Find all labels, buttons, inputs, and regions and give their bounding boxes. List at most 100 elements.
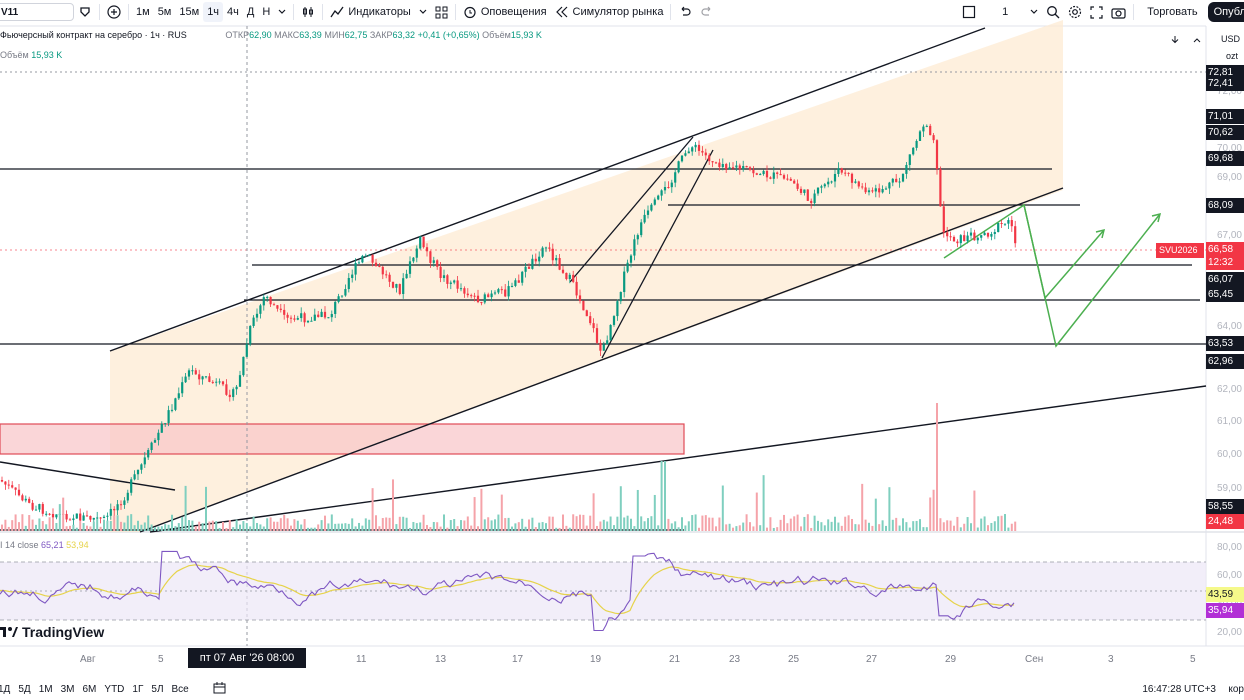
candle-body [1007, 220, 1010, 224]
indicators-button[interactable]: Индикаторы [326, 2, 431, 22]
candles-icon[interactable] [297, 2, 319, 22]
timeframe-4h[interactable]: 4ч [227, 6, 239, 18]
collapse-icon[interactable] [1192, 32, 1202, 50]
undo-icon[interactable] [674, 2, 696, 22]
candle-body [72, 518, 75, 521]
redo-icon[interactable] [696, 2, 718, 22]
candle-body [568, 274, 571, 280]
candle-body [4, 481, 7, 485]
candle-body [687, 151, 690, 154]
time-tick: 17 [512, 654, 524, 665]
volume-bar [269, 517, 272, 531]
layout-count[interactable]: 1 [1002, 6, 1009, 18]
fullscreen-icon[interactable] [1086, 2, 1107, 22]
chevron-down-icon[interactable] [1026, 2, 1042, 22]
volume-bar [626, 515, 629, 531]
price-label: 72,41 [1206, 76, 1244, 91]
channel-lower-trendline[interactable] [139, 187, 1064, 533]
calendar-range-icon[interactable] [209, 681, 230, 697]
timeframe-week[interactable]: Н [262, 6, 271, 18]
timeframe-1h[interactable]: 1ч [203, 2, 224, 22]
templates-grid-icon[interactable] [431, 2, 452, 22]
candle-body [436, 260, 439, 267]
volume-bar [762, 475, 765, 531]
symbol-price-tag: SVU2026 [1156, 243, 1204, 258]
range-button[interactable]: 1М [38, 683, 53, 695]
volume-bar [453, 519, 456, 531]
quick-search-icon[interactable] [1042, 2, 1064, 22]
timeframe-1m[interactable]: 1м [136, 6, 150, 18]
wedge-line-b[interactable] [601, 149, 714, 359]
candle-body [820, 186, 823, 188]
publish-button[interactable]: Опубл [1207, 2, 1244, 22]
time-tick: Авг [80, 654, 96, 665]
volume-bar [823, 525, 826, 531]
heart-shield-icon[interactable] [74, 2, 96, 22]
volume-bar [201, 523, 204, 531]
timeframe-day[interactable]: Д [246, 6, 255, 18]
price-label: 66,07 [1206, 272, 1244, 287]
volume-bar [660, 461, 663, 531]
volume-bar [613, 525, 615, 531]
volume-bar [854, 524, 857, 531]
channel-upper-trendline[interactable] [109, 27, 986, 352]
open-label: ОТКР [225, 30, 250, 40]
candle-body [184, 376, 187, 383]
candle-body [140, 464, 143, 470]
volume-bar [711, 517, 714, 531]
candle-body [357, 262, 361, 264]
rsi-line [0, 550, 1015, 632]
candle-body [582, 300, 585, 311]
alerts-button[interactable]: Оповещения [459, 2, 551, 22]
camera-icon[interactable] [1107, 2, 1130, 22]
symbol-title[interactable]: Фьючерсный контракт на серебро · 1ч · RU… [0, 30, 187, 40]
volume-bar [687, 521, 690, 531]
candle-body [643, 214, 646, 223]
volume-bar [273, 521, 275, 531]
candle-body [670, 182, 673, 188]
symbol-search[interactable]: V11 [0, 3, 74, 21]
range-button[interactable]: YTD [104, 683, 125, 695]
range-button[interactable]: 1Г [132, 683, 144, 695]
add-symbol-icon[interactable] [103, 2, 125, 22]
volume-bar [830, 521, 833, 531]
long-support-trendline[interactable] [149, 385, 1207, 533]
candle-body [976, 237, 979, 241]
projection-path-b[interactable] [1023, 204, 1161, 348]
currency-label[interactable]: USD [1220, 34, 1240, 44]
range-button[interactable]: 5Д [18, 683, 31, 695]
timeframe-15m[interactable]: 15м [179, 6, 200, 18]
candle-body [269, 296, 272, 305]
range-button[interactable]: Все [171, 683, 189, 695]
wedge-line-a[interactable] [569, 136, 694, 283]
volume-bar [279, 518, 282, 531]
timeframe-5m[interactable]: 5м [157, 6, 172, 18]
support-zone-box[interactable] [0, 423, 685, 455]
volume-bar [874, 498, 877, 531]
range-button[interactable]: 5Л [151, 683, 164, 695]
clock-utc[interactable]: 16:47:28 UTC+3 [1142, 683, 1216, 695]
range-button[interactable]: 6М [82, 683, 97, 695]
candle-body [51, 513, 55, 518]
falling-trendline[interactable] [0, 461, 176, 491]
volume-bar [548, 516, 551, 531]
candle-body [293, 318, 296, 320]
candle-body [320, 311, 323, 317]
candle-body [313, 314, 316, 321]
trade-button[interactable]: Торговать [1147, 6, 1198, 18]
candle-body [782, 175, 786, 179]
range-button[interactable]: 3М [60, 683, 75, 695]
range-button[interactable]: 1Д [0, 683, 11, 695]
layout-square-icon[interactable] [958, 2, 980, 22]
replay-button[interactable]: Симулятор рынка [551, 2, 668, 22]
candlestick-series[interactable] [0, 123, 1017, 526]
chevron-down-icon[interactable] [274, 2, 290, 22]
volume-bar [402, 516, 405, 531]
volume-bar [980, 518, 983, 531]
adjustment-toggle[interactable]: кор [1228, 683, 1244, 695]
volume-bar [31, 519, 34, 531]
settings-gear-icon[interactable] [1064, 2, 1086, 22]
price-scale[interactable]: USD ozt 72,00 70,00 69,00 67,00 64,00 62,00 61… [1206, 24, 1244, 638]
download-icon[interactable] [1170, 32, 1180, 50]
